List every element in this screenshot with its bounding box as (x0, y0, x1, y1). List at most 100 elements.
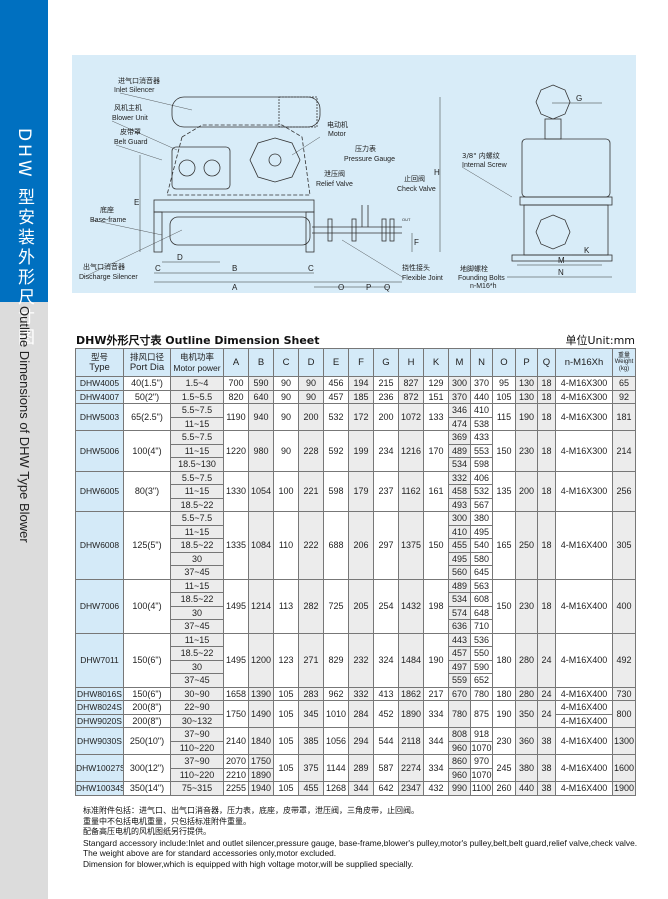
flange-3 (381, 218, 387, 242)
cell-Q: 18 (537, 470, 556, 512)
cell-bolt: 4-M16X400 (555, 713, 613, 728)
cell-C: 105 (273, 781, 299, 796)
cell-B: 1200 (248, 632, 274, 688)
cell-H: 1484 (398, 632, 424, 688)
cell-type: DHW10027S (75, 754, 124, 782)
header-N: N (470, 348, 493, 377)
cell-G: 254 (373, 578, 399, 634)
table-body: DHW4005 40(1.5") 1.5~4 700 590 90 90 456 194 215 8… (75, 376, 636, 796)
cell-O: 105 (492, 389, 516, 404)
cell-B: 590 (248, 376, 274, 391)
cell-N: 780 (470, 686, 493, 701)
label-motor-en: Motor (328, 131, 347, 138)
cell-N: 550 (470, 646, 493, 661)
table-row: DHW10034S 350(14") 75~315 2255 1940 105 455 126… (75, 781, 636, 796)
header-port-cn: 排风口径 (129, 352, 164, 363)
table-row: DHW10027S 300(12") 37~90 2070 1750 105 375 1144… (75, 754, 636, 782)
cell-A: 2140 (223, 727, 249, 755)
label-discharge-silencer-cn: 出气口消音器 (83, 262, 125, 271)
cell-type: DHW7011 (75, 632, 124, 688)
cell-weight: 1300 (612, 727, 636, 755)
cell-motor: 11~15 (170, 578, 224, 593)
note-en-3: Dimension for blower,which is equipped w… (83, 858, 414, 869)
cell-H: 1890 (398, 700, 424, 728)
cell-B: 1214 (248, 578, 274, 634)
cell-P: 250 (515, 511, 538, 580)
header-port: 排风口径 Port Dia (123, 348, 171, 377)
cell-C: 105 (273, 754, 299, 782)
cell-N: 648 (470, 605, 493, 620)
cell-M: 346 (448, 403, 471, 418)
header-A: A (223, 348, 249, 377)
cell-bolt: 4-M16X400 (555, 781, 613, 796)
table-row: DHW9020S 200(8") 30~132 4-M16X400 (75, 713, 636, 728)
cell-weight: 181 (612, 403, 636, 431)
cell-M: 860 (448, 754, 471, 769)
cell-P: 280 (515, 632, 538, 688)
header-D: D (298, 348, 324, 377)
label-base-frame-cn: 底座 (100, 205, 114, 214)
cell-H: 827 (398, 376, 424, 391)
cell-bolt: 4-M16X400 (555, 578, 613, 634)
cell-M: 960 (448, 767, 471, 782)
table-row: DHW5006 100(4") 5.5~7.5 1220 980 90 228 592 199 2… (75, 430, 636, 472)
sidebar-title-cn: DHW 型安装外形尺寸图 (14, 128, 34, 349)
rotor-right (203, 159, 221, 177)
cell-motor: 37~90 (170, 727, 224, 742)
cell-C: 105 (273, 727, 299, 755)
dim-M: M (558, 256, 565, 265)
cell-type: DHW5003 (75, 403, 124, 431)
cell-D: 271 (298, 632, 324, 688)
cell-weight: 214 (612, 430, 636, 472)
cell-motor: 30 (170, 605, 224, 620)
cell-motor: 5.5~7.5 (170, 430, 224, 445)
rotor-left (178, 159, 196, 177)
table-row: 110~220 2210 1890 960 1070 (76, 767, 636, 782)
header-C: C (273, 348, 299, 377)
cell-type: DHW4005 (75, 376, 124, 391)
cell-H: 2347 (398, 781, 424, 796)
dim-Q: Q (384, 283, 390, 292)
cell-B: 1840 (248, 727, 274, 755)
cell-N: 540 (470, 538, 493, 553)
cell-B: 1390 (248, 686, 274, 701)
dim-A: A (232, 283, 238, 292)
header-port-en: Port Dia (129, 361, 165, 373)
table-row: DHW8024S 200(8") 22~90 1750 1490 105 345 1010 28… (75, 700, 636, 728)
cell-D: 90 (298, 389, 324, 404)
cell-E: 725 (323, 578, 349, 634)
cell-H: 1162 (398, 470, 424, 512)
cell-weight: 1900 (612, 781, 636, 796)
cell-weight: 400 (612, 578, 636, 634)
cell-K: 432 (423, 781, 449, 796)
cell-C: 105 (273, 700, 299, 728)
cell-G: 324 (373, 632, 399, 688)
cell-bolt: 4-M16X300 (555, 376, 613, 391)
cell-P: 230 (515, 430, 538, 472)
motor-shape (249, 137, 301, 183)
table-row: DHW7011 150(6") 11~15 1495 1200 123 271 829 232 3… (75, 632, 636, 688)
table-row: DHW4005 40(1.5") 1.5~4 700 590 90 90 456 194 215 8… (75, 376, 636, 391)
cell-F: 344 (348, 781, 374, 796)
cell-Q: 18 (537, 389, 556, 404)
notes: 标准附件包括：进气口、出气口消音器，压力表，底座，皮带罩，泄压阀，三角皮带，止回… (83, 806, 637, 869)
label-flexible-joint-en: Flexible Joint (402, 275, 443, 282)
cell-port: 200(8") (123, 700, 171, 715)
side-foundation (511, 254, 613, 262)
cell-N: 1100 (470, 781, 493, 796)
cell-E: 1056 (323, 727, 349, 755)
cell-G: 236 (373, 389, 399, 404)
cell-motor: 5.5~7.5 (170, 511, 224, 526)
header-O: O (492, 348, 516, 377)
cell-N: 608 (470, 592, 493, 607)
header-B: B (248, 348, 274, 377)
cell-P: 350 (515, 700, 538, 728)
side-inlet-octagon (535, 84, 571, 120)
label-relief-valve-en: Relief Valve (316, 181, 353, 188)
table-row: DHW9030S 250(10") 37~90 2140 1840 105 385 1056 2… (75, 727, 636, 755)
cell-B: 640 (248, 389, 274, 404)
table-row: 18.5~22 457 550 (76, 646, 636, 661)
header-type-cn: 型号 (90, 352, 108, 363)
cell-motor: 5.5~7.5 (170, 403, 224, 418)
cell-O: 150 (492, 430, 516, 472)
